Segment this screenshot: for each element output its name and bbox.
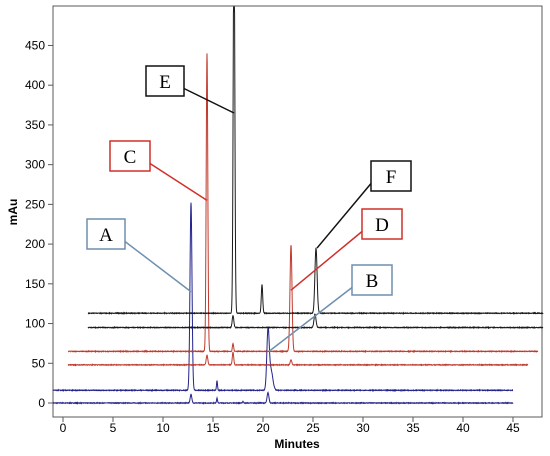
callout-box-f (370, 160, 412, 192)
x-axis-title: Minutes (274, 437, 320, 451)
y-tick-label: 50 (32, 356, 46, 370)
series-line-3 (67, 351, 529, 367)
callout-label-e: E (159, 72, 171, 93)
y-axis-title: mAu (6, 199, 20, 226)
y-tick-label: 200 (25, 237, 45, 251)
plot-frame (52, 5, 543, 418)
x-tick-label: 5 (110, 421, 117, 435)
callout-box-b (351, 264, 393, 296)
y-tick-label: 0 (38, 396, 45, 410)
callout-leader-d (290, 230, 363, 291)
y-tick-label: 450 (25, 38, 45, 52)
callout-box-e (145, 65, 185, 97)
callout-label-b: B (366, 271, 379, 292)
callout-label-c: C (124, 147, 137, 168)
x-axis-ticks: 0 5 10 15 20 25 30 35 40 45 (60, 417, 520, 435)
callout-box-a (86, 218, 126, 250)
x-tick-label: 0 (60, 421, 67, 435)
y-tick-label: 100 (25, 317, 45, 331)
x-tick-label: 25 (306, 421, 320, 435)
series-line-6 (87, 6, 544, 316)
callout-leader-b (268, 286, 353, 352)
y-axis-ticks: 0 50 100 150 200 250 300 350 400 450 (25, 38, 53, 410)
callout-label-d: D (375, 215, 389, 236)
callout-box-c (109, 140, 151, 172)
x-tick-label: 30 (356, 421, 370, 435)
callout-leader-f (316, 183, 372, 249)
series-line-2 (52, 202, 514, 393)
y-tick-label: 400 (25, 78, 45, 92)
y-tick-label: 150 (25, 277, 45, 291)
callout-box-d (361, 208, 403, 240)
x-tick-label: 45 (506, 421, 520, 435)
y-tick-label: 250 (25, 197, 45, 211)
callout-label-f: F (386, 167, 397, 188)
x-tick-label: 10 (156, 421, 170, 435)
x-tick-label: 40 (456, 421, 470, 435)
x-tick-label: 35 (406, 421, 420, 435)
callout-leader-c (149, 162, 208, 202)
x-tick-label: 15 (206, 421, 220, 435)
y-tick-label: 300 (25, 158, 45, 172)
callout-layer: A B C D E F (86, 65, 412, 352)
series-line-1 (52, 391, 514, 405)
callout-leader-e (183, 87, 235, 114)
callout-leader-a (124, 240, 192, 293)
y-tick-label: 350 (25, 118, 45, 132)
x-tick-label: 20 (256, 421, 270, 435)
series-line-4 (67, 53, 539, 354)
callout-label-a: A (99, 225, 113, 246)
